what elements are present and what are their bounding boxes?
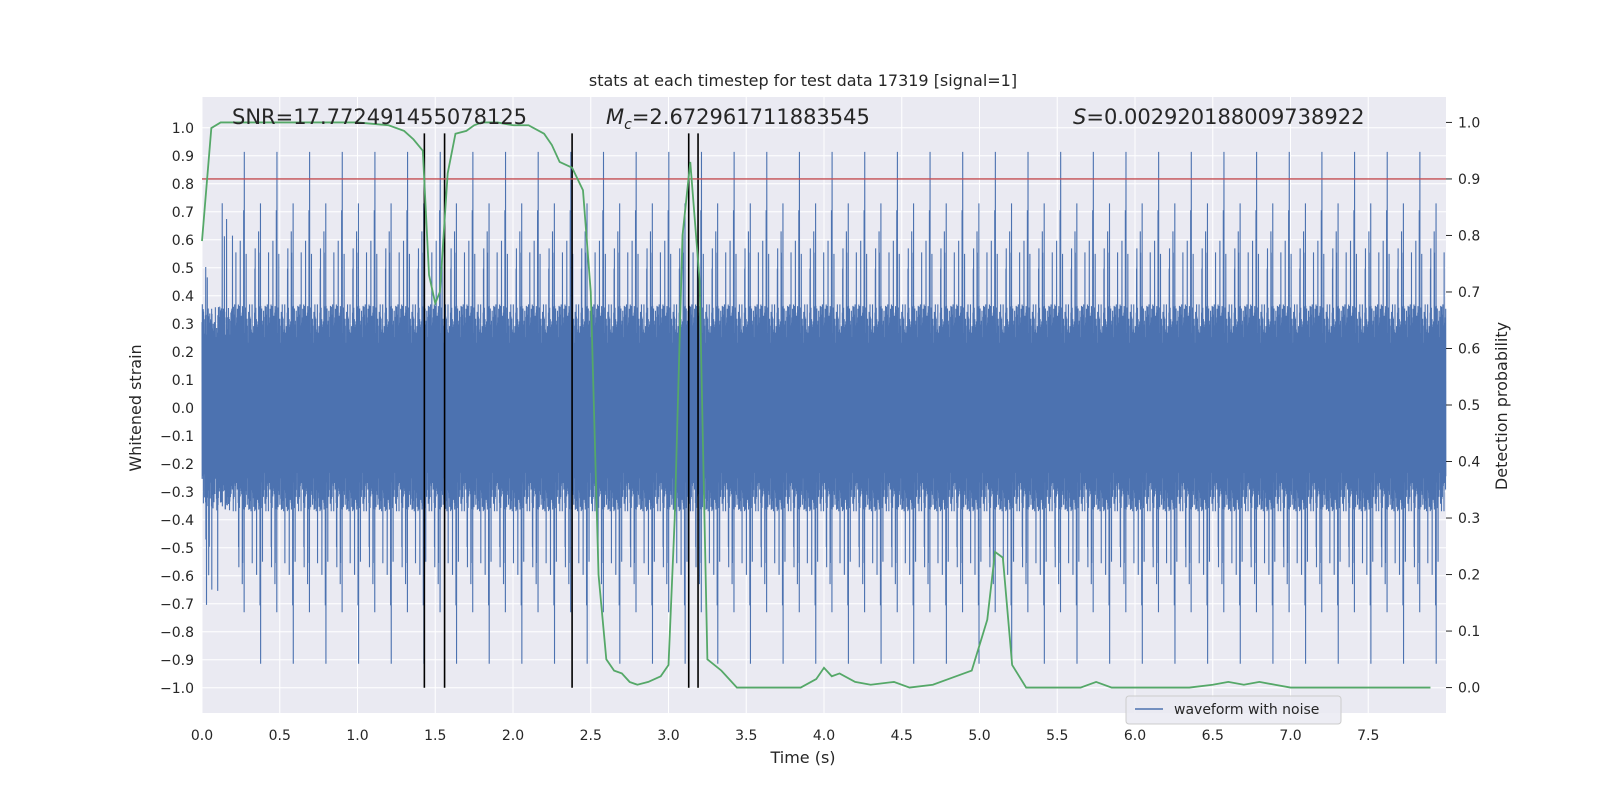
y2-tick-label: 0.2 — [1458, 568, 1480, 584]
y2-tick-label: 0.3 — [1458, 511, 1480, 527]
x-tick-label: 2.5 — [580, 728, 602, 744]
y2-axis-ticks: 1.0 0.9 0.8 0.7 0.6 0.5 0.4 0.3 0.2 0.1 0.0 — [1446, 115, 1480, 697]
x-tick-label: 1.0 — [346, 728, 368, 744]
y-tick-label: −0.6 — [160, 569, 194, 585]
y2-tick-label: 0.5 — [1458, 398, 1480, 414]
y-tick-label: 1.0 — [172, 121, 194, 137]
y-tick-label: 0.4 — [172, 289, 194, 305]
y-tick-label: 0.3 — [172, 317, 194, 333]
y-tick-label: 0.7 — [172, 205, 194, 221]
waveform-series — [201, 151, 1447, 664]
x-tick-label: 0.0 — [191, 728, 213, 744]
chirp-mass-value: =2.672961711883545 — [632, 105, 870, 129]
s-value: =0.002920188009738922 — [1086, 105, 1364, 129]
y-tick-label: 0.0 — [172, 401, 194, 417]
y-tick-label: 0.5 — [172, 261, 194, 277]
chirp-mass-annotation: Mc=2.672961711883545 — [606, 105, 870, 133]
y2-tick-label: 0.6 — [1458, 341, 1480, 357]
y-tick-label: −0.5 — [160, 541, 194, 557]
waveform-line — [201, 151, 1447, 664]
x-tick-label: 4.5 — [891, 728, 913, 744]
y2-tick-label: 0.8 — [1458, 228, 1480, 244]
x-tick-label: 1.5 — [424, 728, 446, 744]
chirp-mass-symbol: M — [606, 105, 624, 129]
x-tick-label: 3.0 — [657, 728, 679, 744]
x-axis-ticks: 0.0 0.5 1.0 1.5 2.0 2.5 3.0 3.5 4.0 4.5 5.0 5.5 6.0 6… — [191, 728, 1380, 744]
x-tick-label: 5.5 — [1046, 728, 1068, 744]
y-tick-label: 0.9 — [172, 149, 194, 165]
y-tick-label: −0.7 — [160, 597, 194, 613]
x-tick-label: 2.0 — [502, 728, 524, 744]
y-tick-label: −0.8 — [160, 625, 194, 641]
x-tick-label: 6.5 — [1202, 728, 1224, 744]
probability-series — [201, 121, 1431, 689]
y2-tick-label: 0.0 — [1458, 681, 1480, 697]
y-tick-label: −0.9 — [160, 653, 194, 669]
y2-axis-label: Detection probability — [1492, 322, 1511, 490]
y-tick-label: 0.8 — [172, 177, 194, 193]
y2-tick-label: 0.9 — [1458, 172, 1480, 188]
x-tick-label: 7.5 — [1357, 728, 1379, 744]
x-tick-label: 6.0 — [1124, 728, 1146, 744]
y-tick-label: −0.3 — [160, 485, 194, 501]
x-tick-label: 0.5 — [269, 728, 291, 744]
chirp-mass-subscript: c — [624, 117, 632, 133]
y-tick-label: −0.1 — [160, 429, 194, 445]
y-tick-label: 0.2 — [172, 345, 194, 361]
x-tick-label: 4.0 — [813, 728, 835, 744]
y-tick-label: 0.1 — [172, 373, 194, 389]
x-tick-label: 7.0 — [1279, 728, 1301, 744]
legend: waveform with noise — [1125, 695, 1342, 725]
y-axis-label: Whitened strain — [126, 344, 145, 471]
x-axis-label: Time (s) — [769, 748, 835, 767]
s-symbol: S — [1073, 105, 1086, 129]
s-annotation: S=0.002920188009738922 — [1073, 105, 1364, 129]
y-tick-label: −0.2 — [160, 457, 194, 473]
y2-tick-label: 0.4 — [1458, 455, 1480, 471]
y-axis-ticks: 1.0 0.9 0.8 0.7 0.6 0.5 0.4 0.3 0.2 0.1 0.0 −0.1 −0.… — [160, 121, 194, 697]
y2-tick-label: 0.1 — [1458, 624, 1480, 640]
y2-tick-label: 0.7 — [1458, 285, 1480, 301]
legend-label-waveform: waveform with noise — [1174, 702, 1319, 718]
y-tick-label: −1.0 — [160, 681, 194, 697]
y2-tick-label: 1.0 — [1458, 115, 1480, 131]
y-tick-label: 0.6 — [172, 233, 194, 249]
x-tick-label: 3.5 — [735, 728, 757, 744]
snr-annotation: SNR=17.772491455078125 — [232, 105, 527, 129]
probability-line — [201, 121, 1431, 689]
y-tick-label: −0.4 — [160, 513, 194, 529]
legend-box — [1125, 695, 1342, 725]
chart-title: stats at each timestep for test data 173… — [589, 71, 1017, 90]
x-tick-label: 5.0 — [968, 728, 990, 744]
